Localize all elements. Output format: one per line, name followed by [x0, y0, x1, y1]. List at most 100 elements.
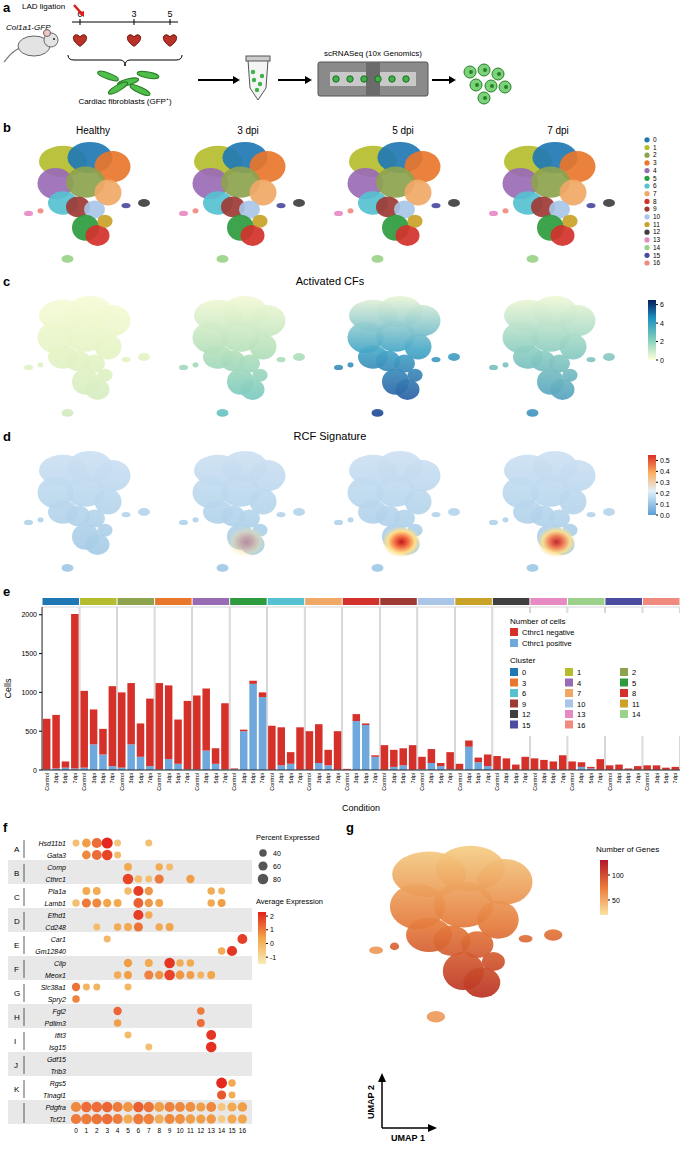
bar: [231, 768, 239, 770]
timepoint-label: 3: [131, 9, 136, 19]
x-tick-label: 5dpi: [438, 773, 444, 783]
x-tick-label: 3dpi: [241, 773, 247, 783]
umap-region: [334, 520, 343, 525]
x-tick-label: Control: [419, 773, 425, 791]
arrow: [278, 79, 307, 81]
dot: [176, 971, 185, 980]
facet-strip: [43, 598, 80, 605]
umap-region: [277, 512, 286, 517]
facet-frame: [43, 607, 80, 770]
umap-region: [193, 208, 199, 213]
umap-region: [372, 564, 384, 572]
bar: [118, 692, 126, 767]
colorbar-label: 1: [270, 926, 274, 933]
bar: [259, 697, 267, 770]
umap-region: [334, 365, 343, 370]
legend-label: Cthrc1 positive: [522, 639, 572, 648]
umap-region: [138, 508, 150, 516]
chip-droplet: [347, 76, 353, 82]
colorbar-tick: [266, 957, 268, 958]
legend-label: 4: [653, 167, 657, 174]
group-bracket: [24, 936, 25, 954]
dot: [207, 899, 214, 906]
bar: [475, 762, 483, 770]
dot: [113, 1007, 121, 1015]
mouse-tail: [4, 48, 20, 62]
group-label: J: [14, 1061, 18, 1070]
cluster-label: 15: [228, 1127, 236, 1134]
gene-label: Comp: [47, 864, 66, 872]
cluster-label: 11: [187, 1127, 194, 1134]
bar: [212, 748, 220, 764]
gene-label: Slc38a1: [41, 984, 66, 991]
umap-region: [179, 520, 188, 525]
dot: [155, 874, 164, 883]
cluster-label: 8: [157, 1127, 161, 1134]
umap: [334, 451, 460, 572]
y-tick: [39, 614, 42, 615]
legend-label: 15: [653, 252, 661, 259]
dot: [155, 971, 163, 979]
x-tick-label: 5dpi: [250, 773, 256, 783]
umap-region: [551, 225, 575, 246]
gene-label: Isg15: [49, 1044, 66, 1052]
bar: [99, 754, 107, 770]
tube-cell: [258, 82, 262, 86]
x-tick-label: 7dpi: [597, 773, 603, 783]
bar: [371, 757, 379, 770]
dot: [144, 1102, 154, 1112]
umap-region: [293, 353, 305, 361]
colorbar-tick: [266, 943, 268, 944]
bar: [249, 684, 257, 770]
bar: [127, 744, 135, 770]
umap-hotspot: [537, 526, 576, 557]
dot: [124, 887, 131, 894]
facet-strip: [155, 598, 192, 605]
y-tick: [39, 770, 42, 771]
umap-axis-title: UMAP 2: [366, 1085, 376, 1119]
legend-swatch: [620, 700, 628, 708]
legend-label: 9: [522, 700, 526, 709]
umap-axis-arrow: [382, 1127, 430, 1129]
arrow: [198, 79, 235, 81]
dot: [227, 1114, 236, 1123]
colorbar-tick: [266, 916, 268, 917]
bar: [399, 765, 407, 770]
legend-label: 5: [653, 175, 657, 182]
cell-icon: [478, 92, 490, 104]
x-tick-label: 5dpi: [213, 773, 219, 783]
dot: [238, 1102, 248, 1112]
legend-label: 7: [577, 689, 581, 698]
size-legend-dot: [258, 861, 267, 870]
umap-region: [489, 365, 498, 370]
umap-axis-arrow: [381, 1080, 383, 1128]
bar: [43, 719, 51, 769]
legend-swatch: [620, 668, 628, 676]
gene-label: Ifit3: [55, 1032, 66, 1039]
gene-label: Tcf21: [49, 1116, 66, 1123]
umap-region: [38, 517, 44, 522]
dot: [82, 839, 91, 848]
legend-label: 9: [653, 205, 657, 212]
cell-nucleus: [483, 68, 487, 72]
umap: [369, 846, 562, 1023]
dot: [92, 1102, 103, 1113]
condition-title: 5 dpi: [392, 125, 414, 136]
heart: [127, 35, 140, 46]
legend-swatch: [620, 689, 628, 697]
legend-label: 12: [522, 710, 530, 719]
umap-region: [527, 409, 539, 417]
dot: [124, 923, 132, 931]
legend-label: 2: [632, 668, 636, 677]
x-tick-label: 3dpi: [578, 773, 584, 783]
cluster-label: 6: [137, 1127, 141, 1134]
group-label: D: [14, 917, 20, 926]
dot: [164, 1102, 174, 1112]
chip: [318, 62, 428, 96]
dot: [114, 852, 121, 859]
dot: [197, 1007, 204, 1014]
x-tick-label: Control: [381, 773, 387, 791]
dot: [197, 972, 204, 979]
timeline-tick: [170, 19, 171, 25]
colorbar-tick: [656, 460, 658, 461]
